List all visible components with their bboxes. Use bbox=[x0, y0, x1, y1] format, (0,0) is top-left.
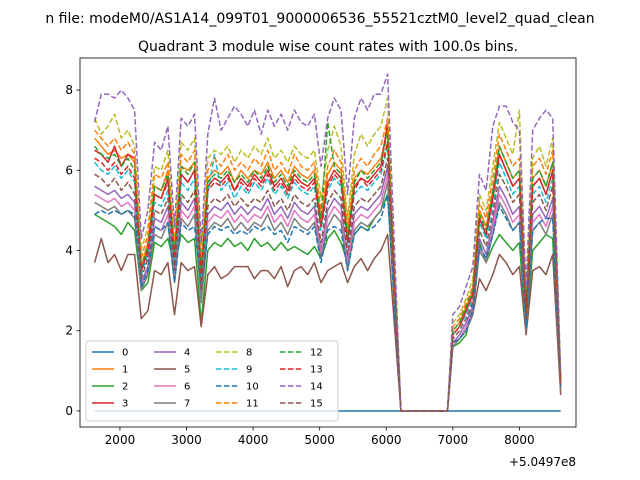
x-tick-label-3000: 3000 bbox=[171, 433, 202, 447]
y-axis: 0 2 4 6 8 bbox=[65, 83, 80, 418]
x-axis-offset-label: +5.0497e8 bbox=[509, 455, 576, 469]
legend-label-2: 2 bbox=[122, 382, 128, 393]
legend-label-5: 5 bbox=[184, 365, 190, 376]
y-tick-label-8: 8 bbox=[65, 83, 73, 97]
series-line-9 bbox=[94, 145, 562, 412]
x-axis: 2000 3000 4000 5000 6000 7000 8000 bbox=[105, 427, 535, 447]
x-tick-label-5000: 5000 bbox=[304, 433, 335, 447]
x-tick-label-8000: 8000 bbox=[504, 433, 535, 447]
chart-title: Quadrant 3 module wise count rates with … bbox=[138, 39, 518, 55]
legend-label-6: 6 bbox=[184, 382, 190, 393]
legend-box bbox=[85, 340, 339, 422]
x-tick-label-7000: 7000 bbox=[438, 433, 469, 447]
legend-label-14: 14 bbox=[310, 382, 323, 393]
legend-label-12: 12 bbox=[310, 348, 323, 359]
series-line-14 bbox=[93, 73, 562, 412]
legend-label-0: 0 bbox=[122, 348, 128, 359]
legend-label-9: 9 bbox=[246, 365, 252, 376]
x-tick-label-2000: 2000 bbox=[105, 433, 136, 447]
series-line-12 bbox=[94, 121, 562, 412]
legend-label-10: 10 bbox=[246, 382, 259, 393]
series-layer bbox=[93, 73, 562, 412]
legend-label-7: 7 bbox=[184, 399, 190, 410]
series-line-4 bbox=[94, 165, 562, 412]
legend-label-13: 13 bbox=[310, 365, 323, 376]
legend-label-11: 11 bbox=[246, 399, 259, 410]
plot-frame bbox=[79, 57, 577, 428]
legend-label-1: 1 bbox=[122, 365, 128, 376]
legend-label-4: 4 bbox=[184, 348, 190, 359]
y-tick-label-6: 6 bbox=[65, 163, 73, 177]
series-line-2 bbox=[94, 193, 562, 412]
series-line-8 bbox=[93, 97, 562, 412]
series-line-11 bbox=[94, 117, 562, 412]
series-line-5 bbox=[93, 233, 562, 412]
y-tick-label-2: 2 bbox=[65, 324, 73, 338]
y-tick-label-0: 0 bbox=[65, 404, 73, 418]
legend-label-15: 15 bbox=[310, 399, 323, 410]
series-line-15 bbox=[94, 157, 562, 412]
legend-label-3: 3 bbox=[122, 399, 128, 410]
legend-label-8: 8 bbox=[246, 348, 252, 359]
series-line-13 bbox=[94, 141, 562, 412]
x-tick-label-4000: 4000 bbox=[238, 433, 269, 447]
x-tick-label-6000: 6000 bbox=[371, 433, 402, 447]
figure-suptitle: n file: modeM0/AS1A14_099T01_9000006536_… bbox=[45, 11, 594, 27]
series-line-10 bbox=[94, 193, 562, 412]
y-tick-label-4: 4 bbox=[65, 244, 73, 258]
